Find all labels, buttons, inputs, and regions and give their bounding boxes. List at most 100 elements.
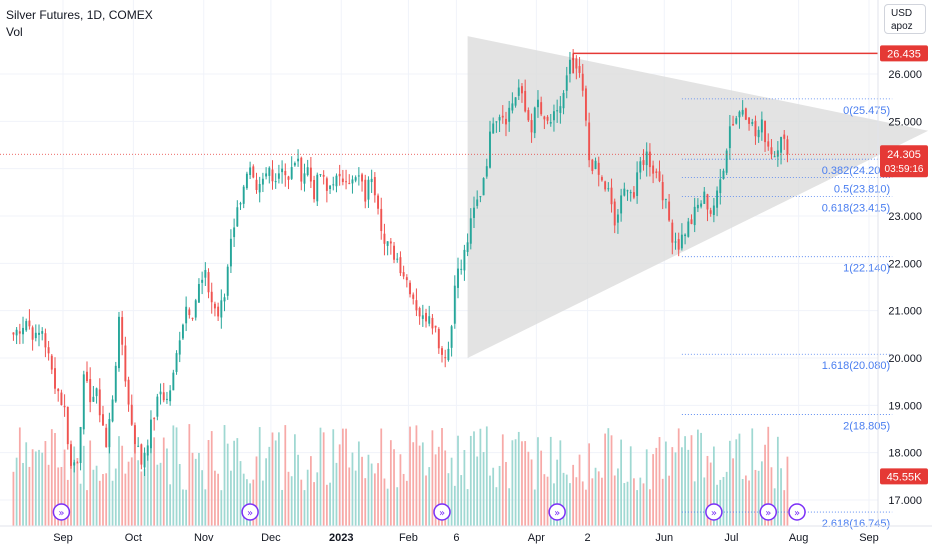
candle-body <box>175 353 178 372</box>
volume-bar <box>780 468 782 526</box>
candle-body <box>537 99 539 108</box>
candle-body <box>258 183 261 193</box>
event-marker-icon <box>241 503 259 521</box>
candle-body <box>105 427 108 448</box>
candle-body <box>495 121 498 123</box>
candle-body <box>457 268 459 288</box>
candle-body <box>98 389 101 416</box>
candle-body <box>744 108 747 120</box>
candle-body <box>527 110 530 121</box>
candle-body <box>319 174 322 176</box>
candle-body <box>201 279 204 283</box>
candle-body <box>658 171 661 182</box>
volume-bar <box>178 464 181 526</box>
candle-body <box>521 86 523 94</box>
volume-bar <box>498 465 501 526</box>
time-tick-label: Jun <box>655 532 673 544</box>
candle-body <box>306 167 309 176</box>
candle-body <box>588 122 591 161</box>
volume-bar <box>530 459 533 526</box>
volume-bar <box>153 437 156 526</box>
candle-body <box>607 188 610 190</box>
candle-body <box>664 198 667 200</box>
volume-bar <box>703 477 706 526</box>
candle-body <box>143 452 146 468</box>
volume-bar <box>501 434 504 526</box>
candle-body <box>399 257 402 274</box>
chart-header: Silver Futures, 1D, COMEX Vol <box>6 8 153 39</box>
currency-unit-button[interactable]: USD apoz <box>884 4 926 34</box>
fib-label: 1(22.140) <box>843 263 890 275</box>
volume-bar <box>329 482 331 526</box>
candle-body <box>597 162 600 175</box>
volume-bar <box>86 490 88 526</box>
candle-body <box>479 196 482 198</box>
volume-bar <box>559 440 562 526</box>
volume-bar <box>338 444 341 526</box>
volume-bar <box>95 465 98 526</box>
fib-label: 0.618(23.415) <box>822 202 891 214</box>
time-tick-label: Dec <box>261 532 281 544</box>
volume-bar <box>629 446 632 526</box>
volume-bar <box>210 431 213 526</box>
volume-bar <box>681 447 683 526</box>
candle-body <box>441 348 443 355</box>
candle-body <box>623 188 626 196</box>
volume-bar <box>684 436 686 526</box>
volume-bar <box>533 489 536 526</box>
volume-bar <box>393 449 395 526</box>
volume-bar <box>204 489 207 526</box>
candle-body <box>28 320 31 327</box>
candle-body <box>89 379 92 403</box>
volume-bar <box>642 483 645 526</box>
candle-body <box>751 122 754 124</box>
event-marker-glyph: » <box>439 508 445 519</box>
candle-body <box>632 192 635 198</box>
candle-body <box>290 167 293 179</box>
last-price-badge: 24.305 <box>887 149 921 161</box>
volume-bar <box>220 490 223 526</box>
volume-bar <box>34 451 37 526</box>
volume-bar <box>613 475 616 526</box>
volume-indicator-label[interactable]: Vol <box>6 25 23 39</box>
volume-bar <box>741 478 744 526</box>
candle-body <box>210 291 213 303</box>
volume-bar <box>140 471 143 526</box>
volume-bar <box>281 489 283 526</box>
volume-bar <box>364 478 367 526</box>
candle-body <box>223 297 226 302</box>
candle-body <box>377 195 380 209</box>
candle-body <box>188 309 191 316</box>
candle-body <box>25 321 28 331</box>
candle-body <box>335 175 338 187</box>
volume-bar <box>287 471 290 526</box>
candle-body <box>341 178 344 183</box>
symbol-title[interactable]: Silver Futures, 1D, COMEX <box>6 8 153 22</box>
candle-body <box>261 178 264 185</box>
volume-bar <box>89 440 92 526</box>
candle-body <box>421 315 424 319</box>
volume-bar <box>712 446 715 526</box>
candle-body <box>463 249 466 271</box>
volume-bar <box>118 436 120 526</box>
candle-body <box>584 88 587 121</box>
volume-bar <box>60 466 63 526</box>
volume-bar <box>453 485 456 526</box>
candle-body <box>517 87 520 96</box>
volume-bar <box>402 473 405 526</box>
volume-bar <box>316 472 319 526</box>
volume-bar <box>162 437 165 526</box>
candle-body <box>575 58 578 69</box>
volume-bar <box>297 454 299 526</box>
candle-body <box>661 182 664 201</box>
candle-body <box>313 179 316 200</box>
candle-body <box>233 227 236 238</box>
volume-bar <box>335 462 338 526</box>
candle-body <box>389 241 392 244</box>
candle-body <box>552 111 555 121</box>
candle-body <box>485 166 488 177</box>
volume-bar <box>412 442 415 526</box>
candle-body <box>655 171 658 173</box>
